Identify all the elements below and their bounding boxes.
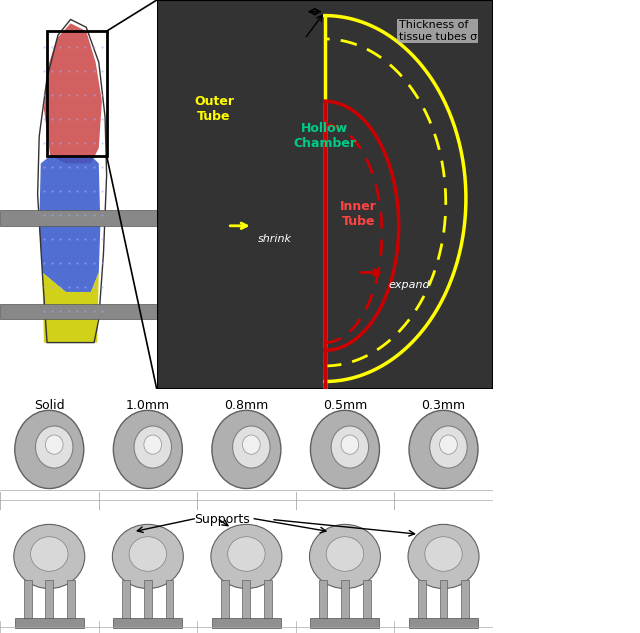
Ellipse shape — [232, 426, 270, 468]
Text: 0.3mm: 0.3mm — [422, 399, 465, 412]
Bar — [461, 580, 469, 623]
Bar — [212, 618, 281, 628]
Text: Hollow
Chamber: Hollow Chamber — [293, 122, 356, 150]
Ellipse shape — [144, 435, 162, 454]
Bar — [363, 580, 371, 623]
Bar — [221, 580, 228, 623]
Text: Outer
Tube: Outer Tube — [194, 95, 234, 123]
Ellipse shape — [243, 435, 260, 454]
Text: Solid: Solid — [34, 399, 65, 412]
Ellipse shape — [211, 524, 282, 589]
Text: Thickness of
tissue tubes σ: Thickness of tissue tubes σ — [399, 20, 477, 42]
Polygon shape — [0, 304, 157, 319]
Polygon shape — [0, 210, 157, 226]
Bar — [15, 618, 84, 628]
Polygon shape — [39, 156, 100, 292]
Bar — [409, 618, 478, 628]
Ellipse shape — [326, 537, 364, 571]
Ellipse shape — [310, 524, 380, 589]
Bar — [310, 618, 380, 628]
Polygon shape — [44, 23, 102, 163]
Bar — [418, 580, 426, 623]
Ellipse shape — [113, 524, 183, 589]
Text: 1.0mm: 1.0mm — [126, 399, 170, 412]
Bar — [166, 580, 173, 623]
FancyBboxPatch shape — [157, 0, 493, 389]
Text: expand: expand — [388, 280, 430, 291]
Ellipse shape — [14, 524, 84, 589]
Ellipse shape — [212, 410, 281, 489]
Bar — [24, 580, 31, 623]
Ellipse shape — [45, 435, 63, 454]
Bar — [243, 580, 250, 623]
Ellipse shape — [440, 435, 458, 454]
Text: shrink: shrink — [258, 234, 292, 244]
Ellipse shape — [429, 426, 467, 468]
Ellipse shape — [129, 537, 166, 571]
Text: 0.5mm: 0.5mm — [323, 399, 367, 412]
Ellipse shape — [425, 537, 462, 571]
Bar — [440, 580, 447, 623]
Bar — [341, 580, 349, 623]
Bar — [67, 580, 75, 623]
Bar — [264, 580, 272, 623]
Text: Inner
Tube: Inner Tube — [340, 200, 377, 228]
Bar — [144, 580, 152, 623]
Polygon shape — [42, 272, 99, 342]
Ellipse shape — [15, 410, 84, 489]
Ellipse shape — [113, 410, 182, 489]
Ellipse shape — [35, 426, 73, 468]
Ellipse shape — [331, 426, 369, 468]
Ellipse shape — [134, 426, 172, 468]
Ellipse shape — [31, 537, 68, 571]
Bar — [45, 580, 53, 623]
Text: Supports: Supports — [194, 513, 250, 526]
Bar — [122, 580, 130, 623]
Ellipse shape — [408, 524, 479, 589]
Ellipse shape — [341, 435, 359, 454]
Ellipse shape — [409, 410, 478, 489]
Text: 0.8mm: 0.8mm — [224, 399, 269, 412]
Bar — [113, 618, 182, 628]
Ellipse shape — [228, 537, 265, 571]
Bar — [319, 580, 327, 623]
Ellipse shape — [310, 410, 380, 489]
